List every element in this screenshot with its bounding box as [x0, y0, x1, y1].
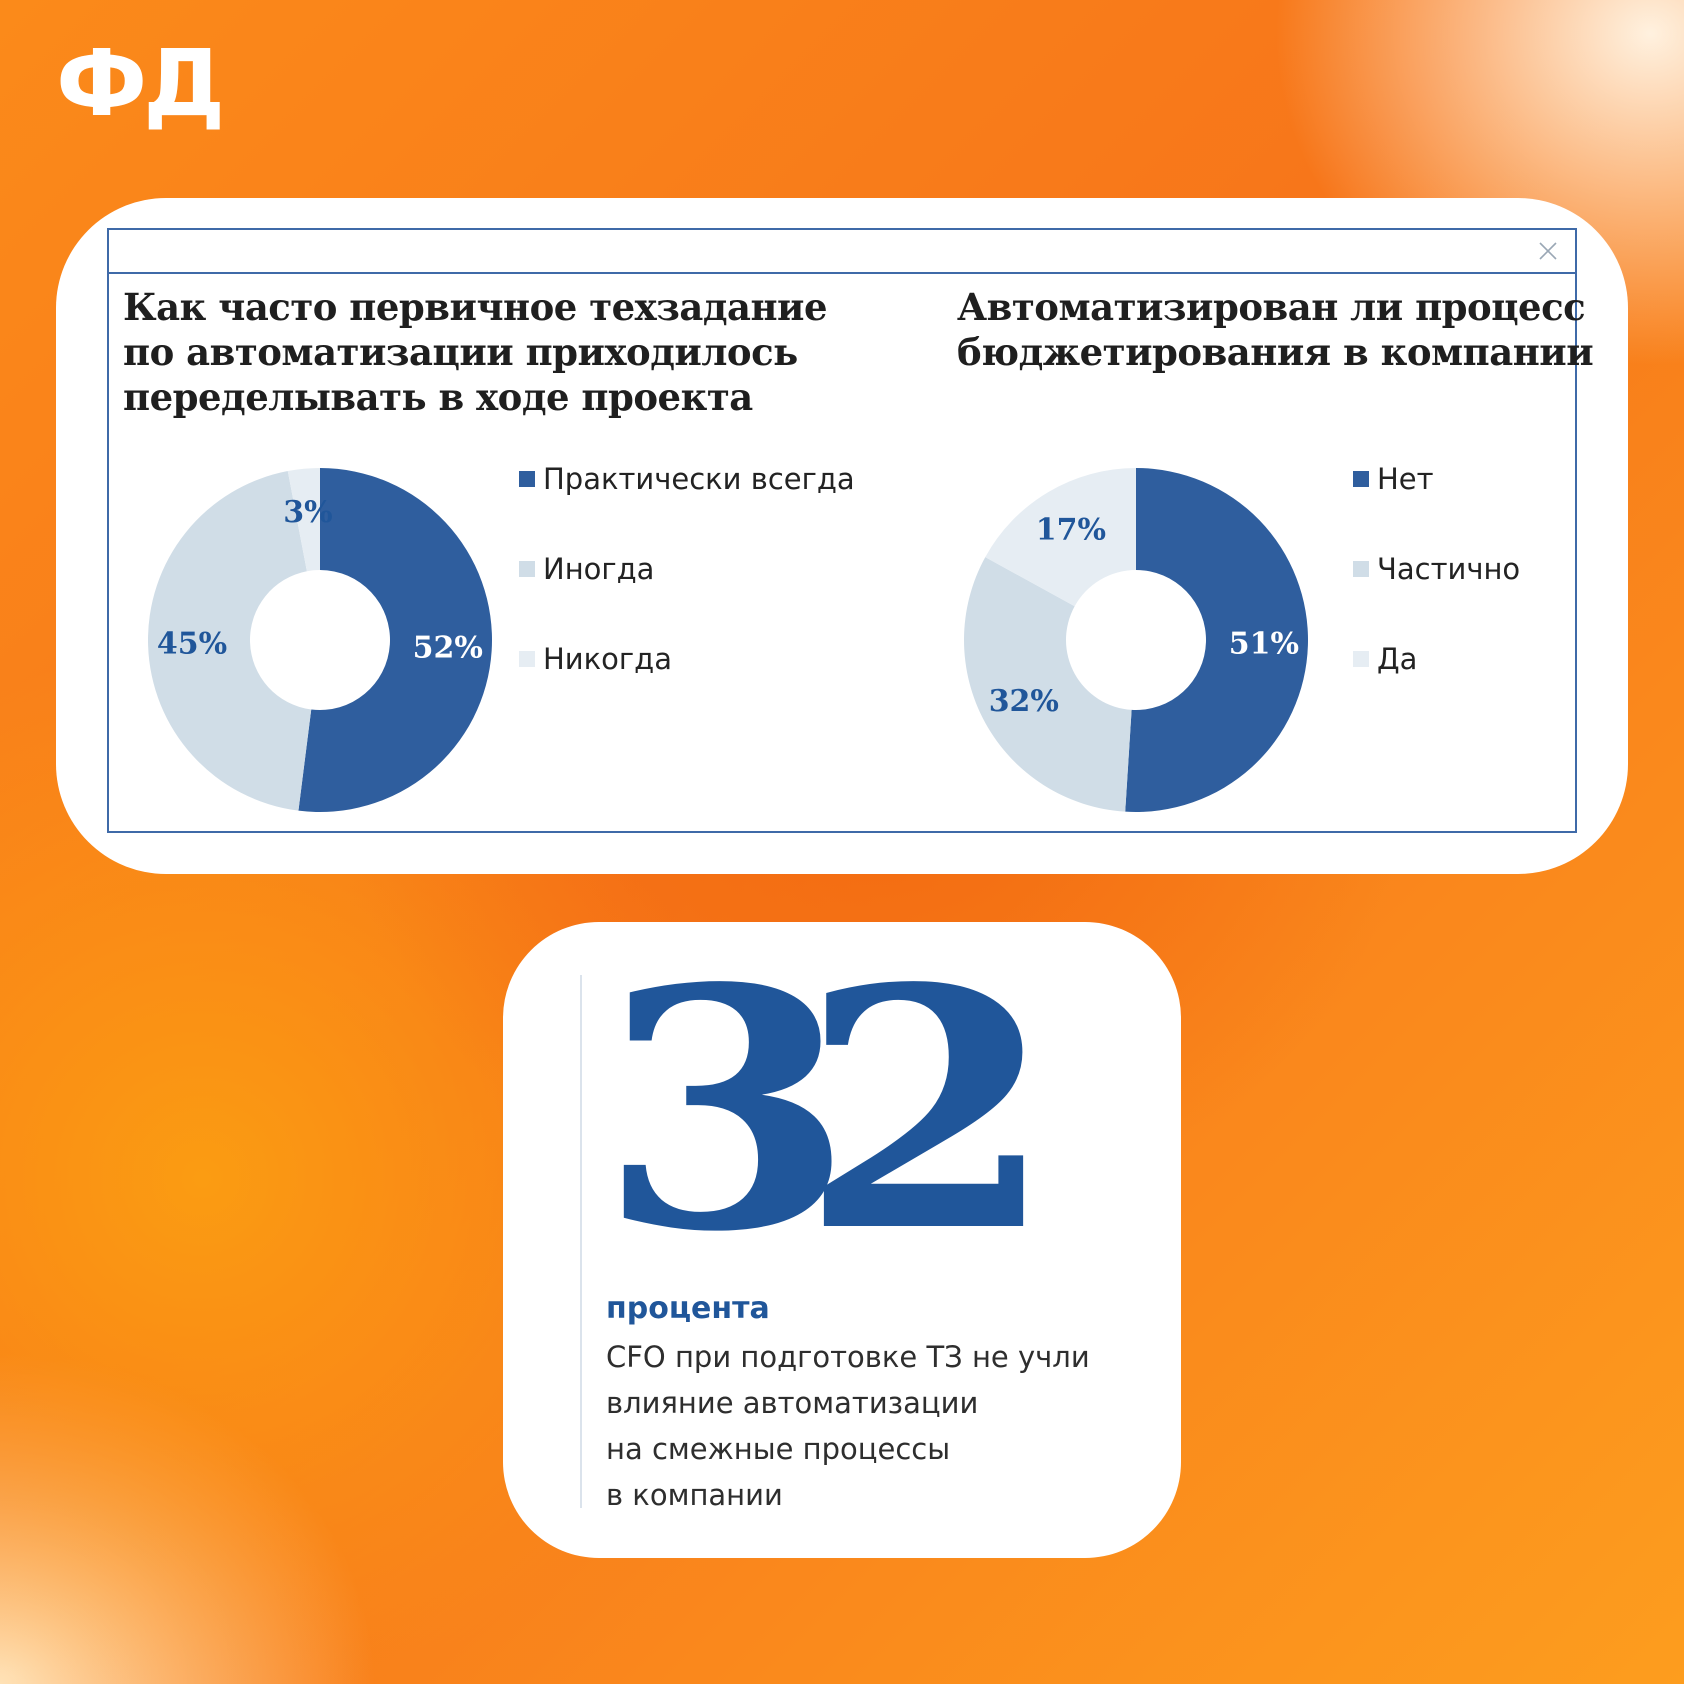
chart-2-title: Автоматизирован ли процесс бюджетировани… [957, 285, 1594, 374]
charts-frame [107, 228, 1577, 833]
stat-card [503, 922, 1181, 1558]
legend-label: Иногда [543, 552, 655, 586]
legend-item-partially: Частично [1353, 524, 1520, 614]
chart-2-legend: Нет Частично Да [1353, 434, 1520, 704]
stat-number: 32 [598, 916, 1056, 1304]
donut-slice-label: 32% [989, 684, 1059, 719]
donut-slice-label: 52% [413, 631, 483, 666]
legend-item-never: Никогда [519, 614, 855, 704]
legend-label: Да [1377, 642, 1418, 676]
donut-slice-label: 17% [1036, 512, 1106, 547]
donut-slice [964, 557, 1132, 812]
legend-swatch [1353, 651, 1369, 667]
donut-slice [298, 468, 492, 812]
donut-slice [147, 471, 312, 811]
chart-1-title: Как часто первичное техзадание по автома… [123, 285, 828, 419]
donut-slice-label: 51% [1229, 627, 1299, 662]
legend-item-sometimes: Иногда [519, 524, 855, 614]
stat-caption: CFO при подготовке ТЗ не учли влияние ав… [606, 1340, 1090, 1512]
legend-item-no: Нет [1353, 434, 1520, 524]
legend-label: Практически всегда [543, 462, 855, 496]
legend-swatch [1353, 561, 1369, 577]
legend-label: Никогда [543, 642, 672, 676]
legend-item-yes: Да [1353, 614, 1520, 704]
donut-slice-label: 45% [157, 627, 227, 662]
donut-slice [287, 468, 320, 572]
donut-slice [985, 468, 1136, 607]
close-icon[interactable] [1537, 240, 1559, 262]
logo: ФД [56, 30, 225, 137]
legend-swatch [519, 561, 535, 577]
chart-2-donut: 51% 32% 17% [964, 468, 1309, 812]
legend-swatch [519, 471, 535, 487]
frame-title-bar [109, 230, 1575, 274]
legend-item-practically-always: Практически всегда [519, 434, 855, 524]
legend-swatch [519, 651, 535, 667]
legend-swatch [1353, 471, 1369, 487]
donut-slice [1125, 468, 1309, 812]
stat-divider [580, 975, 582, 1508]
legend-label: Частично [1377, 552, 1521, 586]
legend-label: Нет [1377, 462, 1434, 496]
donut-slice-label: 3% [283, 495, 332, 530]
chart-1-donut: 52% 45% 3% [147, 468, 492, 812]
chart-1-legend: Практически всегда Иногда Никогда [519, 434, 855, 704]
stat-unit: процента [606, 1291, 770, 1326]
